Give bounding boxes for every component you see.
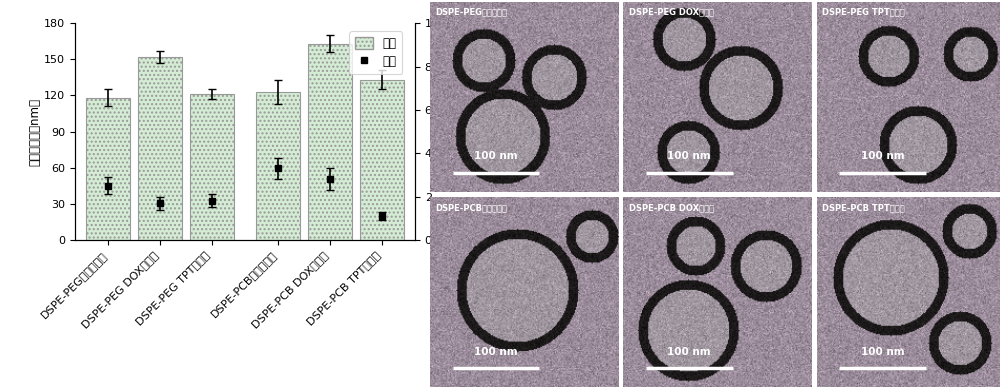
- Text: 100 nm: 100 nm: [861, 151, 904, 161]
- Bar: [256, 92, 300, 240]
- Text: DSPE-PCB空白脂质体: DSPE-PCB空白脂质体: [436, 203, 508, 212]
- Text: DSPE-PEG DOX脂质体: DSPE-PEG DOX脂质体: [629, 8, 714, 17]
- Text: 100 nm: 100 nm: [474, 151, 518, 161]
- Bar: [360, 80, 404, 240]
- Text: DSPE-PEG TPT脂质体: DSPE-PEG TPT脂质体: [822, 8, 905, 17]
- Text: 100 nm: 100 nm: [667, 151, 711, 161]
- Text: DSPE-PEG空白脂质体: DSPE-PEG空白脂质体: [436, 8, 508, 17]
- Text: 100 nm: 100 nm: [474, 347, 518, 357]
- Text: 100 nm: 100 nm: [861, 347, 904, 357]
- Bar: [138, 57, 182, 240]
- Text: 100 nm: 100 nm: [667, 347, 711, 357]
- Y-axis label: 水力学直径（nm）: 水力学直径（nm）: [28, 98, 41, 166]
- Legend: 粒径, 电位: 粒径, 电位: [349, 31, 402, 74]
- Bar: [308, 44, 352, 240]
- Text: DSPE-PCB DOX脂质体: DSPE-PCB DOX脂质体: [629, 203, 714, 212]
- Bar: [86, 98, 130, 240]
- Bar: [190, 94, 234, 240]
- Text: DSPE-PCB TPT脂质体: DSPE-PCB TPT脂质体: [822, 203, 905, 212]
- Y-axis label: 电位値（mV）: 电位値（mV）: [442, 104, 455, 159]
